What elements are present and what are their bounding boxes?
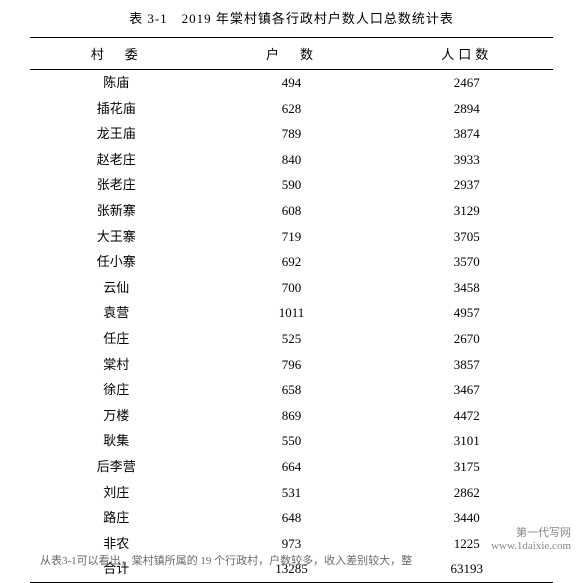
watermark-line1: 第一代写网	[491, 527, 571, 540]
cell-population: 3705	[380, 224, 553, 250]
table-row: 万楼8694472	[30, 403, 553, 429]
footer-partial-text: 从表3-1可以看出，棠村镇所属的 19 个行政村，户数较多，收入差别较大，整	[40, 552, 412, 568]
cell-village: 龙王庙	[30, 121, 203, 147]
cell-households: 1011	[203, 300, 381, 326]
cell-population: 3129	[380, 198, 553, 224]
cell-population: 2670	[380, 326, 553, 352]
table-title: 表 3-1 2019 年棠村镇各行政村户数人口总数统计表	[30, 8, 553, 27]
cell-households: 664	[203, 454, 381, 480]
cell-population: 2894	[380, 96, 553, 122]
cell-population: 2467	[380, 70, 553, 96]
cell-village: 后李营	[30, 454, 203, 480]
cell-households: 796	[203, 352, 381, 378]
cell-population: 2862	[380, 480, 553, 506]
table-row: 耿集5503101	[30, 428, 553, 454]
table-row: 张老庄5902937	[30, 172, 553, 198]
cell-village: 刘庄	[30, 480, 203, 506]
cell-population: 3857	[380, 352, 553, 378]
cell-village: 万楼	[30, 403, 203, 429]
cell-village: 棠村	[30, 352, 203, 378]
cell-village: 张新寨	[30, 198, 203, 224]
cell-population: 2937	[380, 172, 553, 198]
cell-village: 赵老庄	[30, 147, 203, 173]
table-row: 任小寨6923570	[30, 249, 553, 275]
cell-village: 云仙	[30, 275, 203, 301]
cell-population: 3933	[380, 147, 553, 173]
watermark: 第一代写网 www.1daixie.com	[491, 527, 571, 553]
cell-village: 张老庄	[30, 172, 203, 198]
table-row: 陈庙4942467	[30, 70, 553, 96]
cell-households: 531	[203, 480, 381, 506]
cell-households: 789	[203, 121, 381, 147]
col-header-households: 户 数	[203, 38, 381, 70]
table-row: 张新寨6083129	[30, 198, 553, 224]
table-row: 路庄6483440	[30, 505, 553, 531]
table-row: 龙王庙7893874	[30, 121, 553, 147]
cell-households: 608	[203, 198, 381, 224]
table-row: 棠村7963857	[30, 352, 553, 378]
watermark-line2: www.1daixie.com	[491, 540, 571, 553]
table-row: 刘庄5312862	[30, 480, 553, 506]
table-header-row: 村 委 户 数 人口数	[30, 38, 553, 70]
cell-population: 4957	[380, 300, 553, 326]
cell-households: 628	[203, 96, 381, 122]
cell-population: 3874	[380, 121, 553, 147]
cell-village: 陈庙	[30, 70, 203, 96]
cell-population: 4472	[380, 403, 553, 429]
cell-village: 任小寨	[30, 249, 203, 275]
cell-population: 3467	[380, 377, 553, 403]
cell-households: 525	[203, 326, 381, 352]
table-row: 大王寨7193705	[30, 224, 553, 250]
table-row: 云仙7003458	[30, 275, 553, 301]
cell-population: 3101	[380, 428, 553, 454]
cell-households: 648	[203, 505, 381, 531]
table-row: 袁营10114957	[30, 300, 553, 326]
cell-population: 3570	[380, 249, 553, 275]
cell-households: 719	[203, 224, 381, 250]
table-row: 插花庙6282894	[30, 96, 553, 122]
table-row: 赵老庄8403933	[30, 147, 553, 173]
cell-households: 590	[203, 172, 381, 198]
cell-households: 840	[203, 147, 381, 173]
cell-households: 550	[203, 428, 381, 454]
cell-village: 徐庄	[30, 377, 203, 403]
cell-village: 大王寨	[30, 224, 203, 250]
cell-households: 700	[203, 275, 381, 301]
col-header-village: 村 委	[30, 38, 203, 70]
cell-village: 任庄	[30, 326, 203, 352]
table-row: 任庄5252670	[30, 326, 553, 352]
cell-households: 494	[203, 70, 381, 96]
cell-households: 692	[203, 249, 381, 275]
col-header-population: 人口数	[380, 38, 553, 70]
cell-population: 3458	[380, 275, 553, 301]
cell-households: 658	[203, 377, 381, 403]
cell-population: 3175	[380, 454, 553, 480]
cell-village: 耿集	[30, 428, 203, 454]
cell-village: 插花庙	[30, 96, 203, 122]
table-row: 徐庄6583467	[30, 377, 553, 403]
cell-households: 869	[203, 403, 381, 429]
cell-village: 路庄	[30, 505, 203, 531]
table-row: 后李营6643175	[30, 454, 553, 480]
cell-village: 袁营	[30, 300, 203, 326]
population-table: 村 委 户 数 人口数 陈庙4942467插花庙6282894龙王庙789387…	[30, 37, 553, 583]
